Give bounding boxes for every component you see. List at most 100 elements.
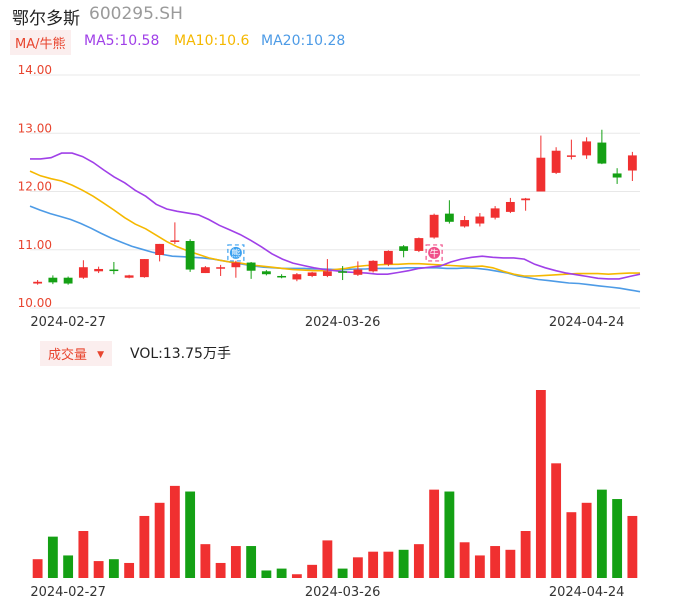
volume-bar [520, 531, 531, 578]
chevron-down-icon: ▼ [97, 350, 105, 360]
ma-indicator-tab[interactable]: MA/牛熊 [10, 30, 71, 55]
date-tick-label: 2024-02-27 [30, 585, 106, 600]
volume-bar [185, 491, 196, 578]
volume-bar [429, 489, 440, 578]
volume-bar [596, 489, 607, 578]
volume-bar [139, 515, 150, 578]
date-tick-label: 2024-03-26 [305, 585, 381, 600]
volume-bar [276, 568, 287, 578]
date-tick-label: 2024-02-27 [30, 315, 106, 330]
candle-body [231, 262, 241, 268]
candle-body [155, 243, 165, 255]
marker-frame [425, 244, 443, 262]
volume-bar [215, 562, 226, 578]
candle-body [444, 213, 454, 222]
volume-bar [612, 499, 623, 578]
marker-glyph: 牛 [430, 247, 439, 259]
volume-bar [169, 485, 180, 578]
volume-bar [307, 564, 318, 578]
candle-body [124, 275, 134, 278]
candle-body [490, 208, 500, 218]
marker-dot [428, 246, 441, 259]
candle-body [505, 201, 515, 212]
candle-body [475, 216, 485, 224]
candle-body [353, 269, 363, 275]
candle-body [322, 271, 332, 276]
stock-name: 鄂尔多斯 [12, 9, 80, 29]
price-tick-label: 14.00 [18, 63, 52, 77]
candle-body [414, 238, 424, 251]
volume-bar [108, 559, 119, 578]
candle-body [551, 150, 561, 173]
volume-bar [444, 491, 455, 578]
ma10-line [29, 170, 640, 277]
volume-bar [261, 570, 272, 578]
volume-bar [78, 531, 89, 578]
date-tick-label: 2024-04-24 [549, 585, 625, 600]
volume-bar [352, 557, 363, 578]
volume-bar [505, 549, 516, 578]
ma5-line [30, 152, 641, 280]
bear-signal-icon: 熊 [227, 244, 245, 262]
candle-body [33, 281, 43, 284]
volume-indicator-dropdown[interactable]: 成交量 ▼ [40, 341, 113, 366]
candle-body [399, 246, 409, 251]
volume-bar [93, 561, 104, 578]
candle-body [536, 157, 546, 192]
candle-body [246, 262, 256, 271]
candle-body [63, 277, 73, 284]
candle-body [612, 173, 622, 178]
candle-body [216, 267, 226, 269]
stock-code: 600295.SH [89, 4, 183, 24]
volume-value-label: VOL:13.75万手 [130, 346, 231, 362]
ma20-label: MA20:10.28 [261, 33, 346, 49]
candle-body [307, 272, 317, 276]
volume-bar [581, 502, 592, 578]
candle-body [277, 275, 287, 278]
price-tick-label: 13.00 [18, 121, 52, 135]
volume-bar [291, 574, 302, 578]
ma5-label: MA5:10.58 [84, 33, 160, 49]
candle-body [292, 274, 302, 280]
volume-bar [322, 540, 333, 578]
volume-bar [413, 544, 424, 578]
candle-body [94, 268, 104, 272]
volume-bar [535, 390, 546, 578]
candle-body [597, 142, 607, 164]
volume-tab-label: 成交量 [48, 348, 88, 363]
price-tick-label: 10.00 [18, 296, 52, 310]
marker-frame [227, 244, 245, 262]
volume-bar [627, 515, 638, 578]
volume-bar [368, 551, 379, 578]
volume-bar [32, 559, 43, 578]
candle-body [185, 241, 195, 270]
candle-body [627, 155, 637, 171]
candle-body [582, 141, 592, 156]
candle-body [48, 277, 58, 283]
candle-body [170, 240, 180, 242]
candle-body [521, 198, 531, 201]
candle-body [429, 214, 439, 238]
volume-bar [459, 542, 470, 578]
volume-bar [200, 544, 211, 578]
volume-bar [383, 551, 394, 578]
candle-body [109, 269, 119, 272]
candle-body [139, 259, 149, 278]
candle-body [383, 250, 393, 265]
volume-bar [490, 546, 501, 578]
volume-bar [63, 555, 74, 578]
volume-bar [47, 536, 58, 578]
candle-body [261, 271, 271, 275]
volume-bar [566, 512, 577, 578]
candle-body [368, 260, 378, 272]
volume-bar [398, 549, 409, 578]
volume-bar [124, 562, 135, 578]
price-tick-label: 12.00 [18, 180, 52, 194]
candle-body [566, 155, 576, 157]
candle-body [338, 271, 348, 273]
bull-signal-icon: 牛 [425, 244, 443, 262]
ma10-label: MA10:10.6 [174, 33, 250, 49]
volume-bar [154, 502, 165, 578]
marker-dot [229, 246, 242, 259]
ma20-line [29, 205, 641, 293]
